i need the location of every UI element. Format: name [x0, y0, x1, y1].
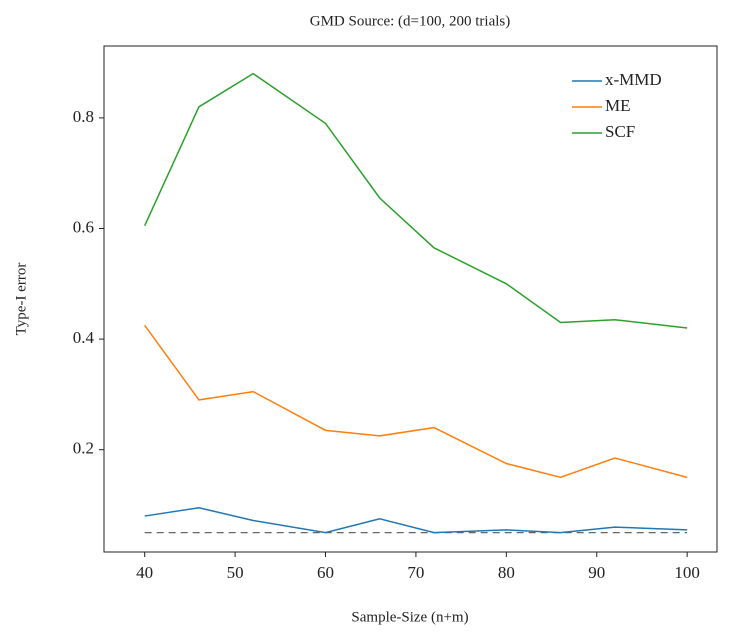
series-line — [144, 324, 688, 479]
y-tick-label: 0.2 — [73, 439, 94, 458]
y-tick-label: 0.8 — [73, 107, 94, 126]
y-tick-label: 0.4 — [73, 328, 95, 347]
legend-label: ME — [605, 96, 631, 115]
x-tick-label: 50 — [227, 563, 244, 582]
x-axis-label: Sample-Size (n+m) — [351, 609, 468, 625]
plot-frame — [103, 45, 718, 553]
chart-title: GMD Source: (d=100, 200 trials) — [310, 13, 511, 29]
x-tick-label: 70 — [407, 563, 424, 582]
x-tick-label: 100 — [674, 563, 700, 582]
x-tick-label: 60 — [317, 563, 334, 582]
x-tick-label: 90 — [588, 563, 605, 582]
legend-label: SCF — [605, 122, 635, 141]
series-line — [144, 72, 688, 329]
legend-label: x-MMD — [605, 70, 662, 89]
series-line — [144, 506, 688, 534]
x-tick-label: 40 — [136, 563, 153, 582]
y-tick-label: 0.6 — [73, 217, 94, 236]
x-tick-label: 80 — [498, 563, 515, 582]
y-axis-label: Type-I error — [13, 263, 29, 336]
